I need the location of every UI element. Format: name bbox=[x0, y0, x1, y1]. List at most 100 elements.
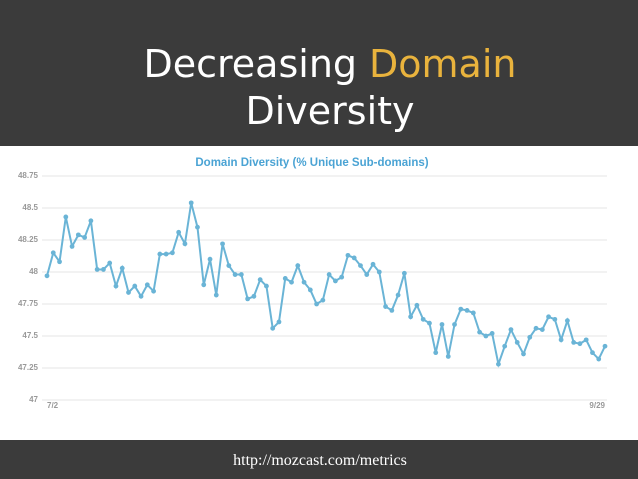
data-point bbox=[496, 361, 501, 367]
data-point bbox=[539, 327, 545, 332]
data-point bbox=[57, 259, 62, 265]
data-point bbox=[314, 301, 319, 307]
data-point bbox=[182, 241, 188, 247]
data-point bbox=[176, 229, 182, 235]
x-tick-label: 7/2 bbox=[47, 401, 59, 410]
footer-band bbox=[0, 440, 638, 479]
data-point bbox=[82, 235, 88, 240]
data-point bbox=[101, 267, 106, 272]
data-point bbox=[257, 277, 263, 283]
data-point bbox=[276, 319, 282, 325]
data-point bbox=[88, 218, 94, 224]
data-point bbox=[201, 282, 207, 288]
data-point bbox=[113, 283, 119, 289]
y-tick-label: 47.25 bbox=[18, 363, 39, 372]
data-point bbox=[163, 251, 169, 257]
data-point bbox=[502, 343, 508, 349]
data-point bbox=[226, 263, 232, 268]
data-point bbox=[408, 314, 414, 320]
data-point bbox=[50, 250, 56, 256]
data-point bbox=[514, 340, 520, 345]
data-point bbox=[126, 290, 131, 295]
data-point bbox=[207, 256, 213, 262]
data-point bbox=[333, 278, 338, 284]
data-point bbox=[477, 329, 483, 335]
data-point bbox=[270, 325, 276, 331]
data-point bbox=[169, 250, 175, 256]
plot: 47 47.25 47.5 47.75 48 48.25 48.5 48.75 7/2 9/29 bbox=[18, 171, 608, 410]
y-tick-label: 47 bbox=[29, 395, 38, 404]
data-point bbox=[345, 252, 351, 258]
data-point bbox=[439, 322, 445, 327]
y-tick-label: 48.5 bbox=[22, 203, 38, 212]
data-point bbox=[213, 292, 219, 298]
data-point bbox=[389, 308, 395, 313]
data-point bbox=[238, 272, 244, 277]
title-word: Decreasing bbox=[143, 42, 357, 86]
data-point bbox=[527, 334, 533, 340]
data-point bbox=[289, 279, 294, 285]
y-tick-label: 47.75 bbox=[18, 299, 39, 308]
data-point bbox=[94, 267, 100, 272]
slide-title-line2: Diversity bbox=[245, 89, 414, 133]
data-point bbox=[420, 316, 426, 322]
data-point bbox=[602, 343, 608, 349]
data-point bbox=[245, 296, 251, 302]
y-tick-label: 47.5 bbox=[22, 331, 38, 340]
data-point bbox=[552, 316, 558, 322]
title-accent-word: Domain bbox=[369, 42, 516, 86]
data-point bbox=[590, 350, 595, 356]
data-point bbox=[489, 331, 495, 336]
data-point bbox=[508, 327, 514, 332]
slide-title-line1: Decreasing Domain bbox=[143, 42, 516, 86]
footer-url: http://mozcast.com/metrics bbox=[233, 452, 407, 469]
data-point bbox=[452, 322, 457, 327]
data-point bbox=[401, 270, 407, 276]
data-point bbox=[307, 287, 313, 293]
data-point bbox=[445, 354, 451, 359]
data-point bbox=[383, 304, 388, 309]
y-tick-label: 48 bbox=[29, 267, 38, 276]
data-point bbox=[351, 255, 357, 261]
data-point bbox=[433, 350, 439, 356]
data-point bbox=[376, 269, 382, 275]
data-point bbox=[44, 273, 50, 279]
data-point bbox=[427, 320, 432, 326]
data-point bbox=[301, 279, 307, 285]
data-point bbox=[470, 310, 476, 316]
data-point bbox=[564, 318, 570, 324]
data-point bbox=[358, 263, 363, 268]
data-point bbox=[188, 200, 194, 206]
data-point bbox=[414, 302, 420, 308]
data-point bbox=[69, 244, 75, 249]
y-tick-label: 48.75 bbox=[18, 171, 39, 180]
data-point bbox=[144, 282, 150, 288]
data-point bbox=[364, 272, 370, 277]
data-point bbox=[458, 306, 464, 312]
data-point bbox=[533, 325, 539, 331]
data-point bbox=[558, 337, 564, 343]
data-point bbox=[107, 260, 113, 266]
data-point bbox=[320, 297, 326, 303]
chart-area bbox=[0, 146, 638, 440]
data-point bbox=[63, 214, 69, 220]
data-point bbox=[521, 351, 526, 357]
data-point bbox=[395, 292, 401, 298]
data-point bbox=[596, 356, 602, 362]
data-point bbox=[464, 308, 470, 313]
data-point bbox=[132, 283, 138, 289]
data-point bbox=[251, 293, 257, 299]
data-point bbox=[264, 283, 269, 289]
data-point bbox=[546, 314, 551, 320]
data-point bbox=[483, 333, 489, 339]
data-point bbox=[232, 272, 238, 277]
data-point bbox=[195, 224, 200, 230]
x-tick-label: 9/29 bbox=[589, 401, 605, 410]
data-point bbox=[138, 293, 144, 299]
data-point bbox=[571, 340, 577, 345]
data-point bbox=[151, 288, 156, 294]
data-point bbox=[220, 241, 225, 247]
data-point bbox=[157, 251, 163, 257]
